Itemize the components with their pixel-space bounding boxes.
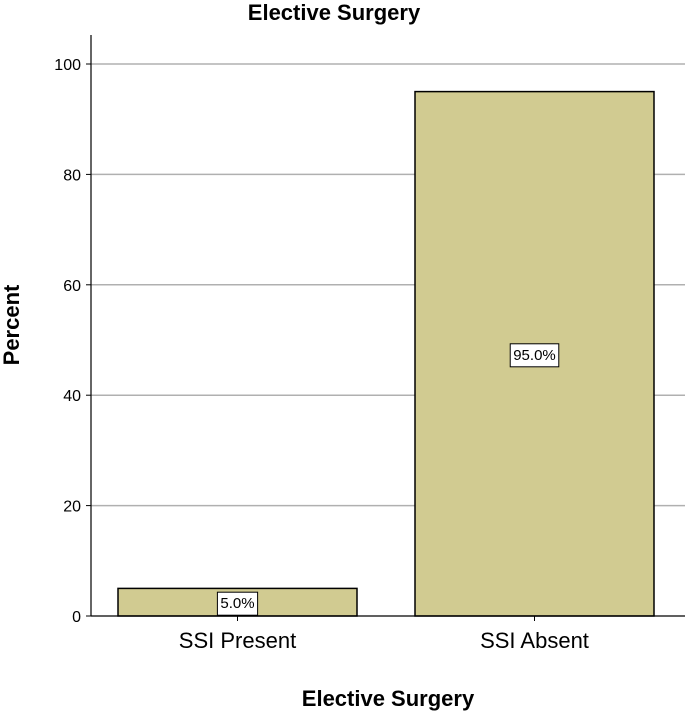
data-label-text: 95.0% <box>513 347 556 364</box>
y-tick-label: 20 <box>63 499 81 516</box>
y-tick-label: 40 <box>63 388 81 405</box>
y-tick-label: 60 <box>63 278 81 295</box>
x-axis-title: Elective Surgery <box>302 686 475 711</box>
x-category-labels: SSI Present SSI Absent <box>179 616 589 653</box>
bars <box>117 90 655 617</box>
chart-title: Elective Surgery <box>248 0 421 25</box>
data-label: 95.0% <box>509 343 560 368</box>
y-tick-label: 80 <box>63 167 81 184</box>
y-axis-title: Percent <box>0 284 24 365</box>
axes <box>90 35 685 617</box>
data-label-box <box>216 591 259 616</box>
x-category-label: SSI Absent <box>480 628 589 653</box>
data-label-text: 5.0% <box>220 595 254 612</box>
y-tick-label: 0 <box>72 609 81 626</box>
x-category-label: SSI Present <box>179 628 296 653</box>
data-label: 5.0% <box>216 591 259 616</box>
data-label-box <box>509 343 560 368</box>
y-tick-label: 100 <box>54 57 81 74</box>
y-tick-labels: 0 20 40 60 80 100 <box>54 57 91 626</box>
data-labels: 5.0% 95.0% <box>216 343 560 616</box>
